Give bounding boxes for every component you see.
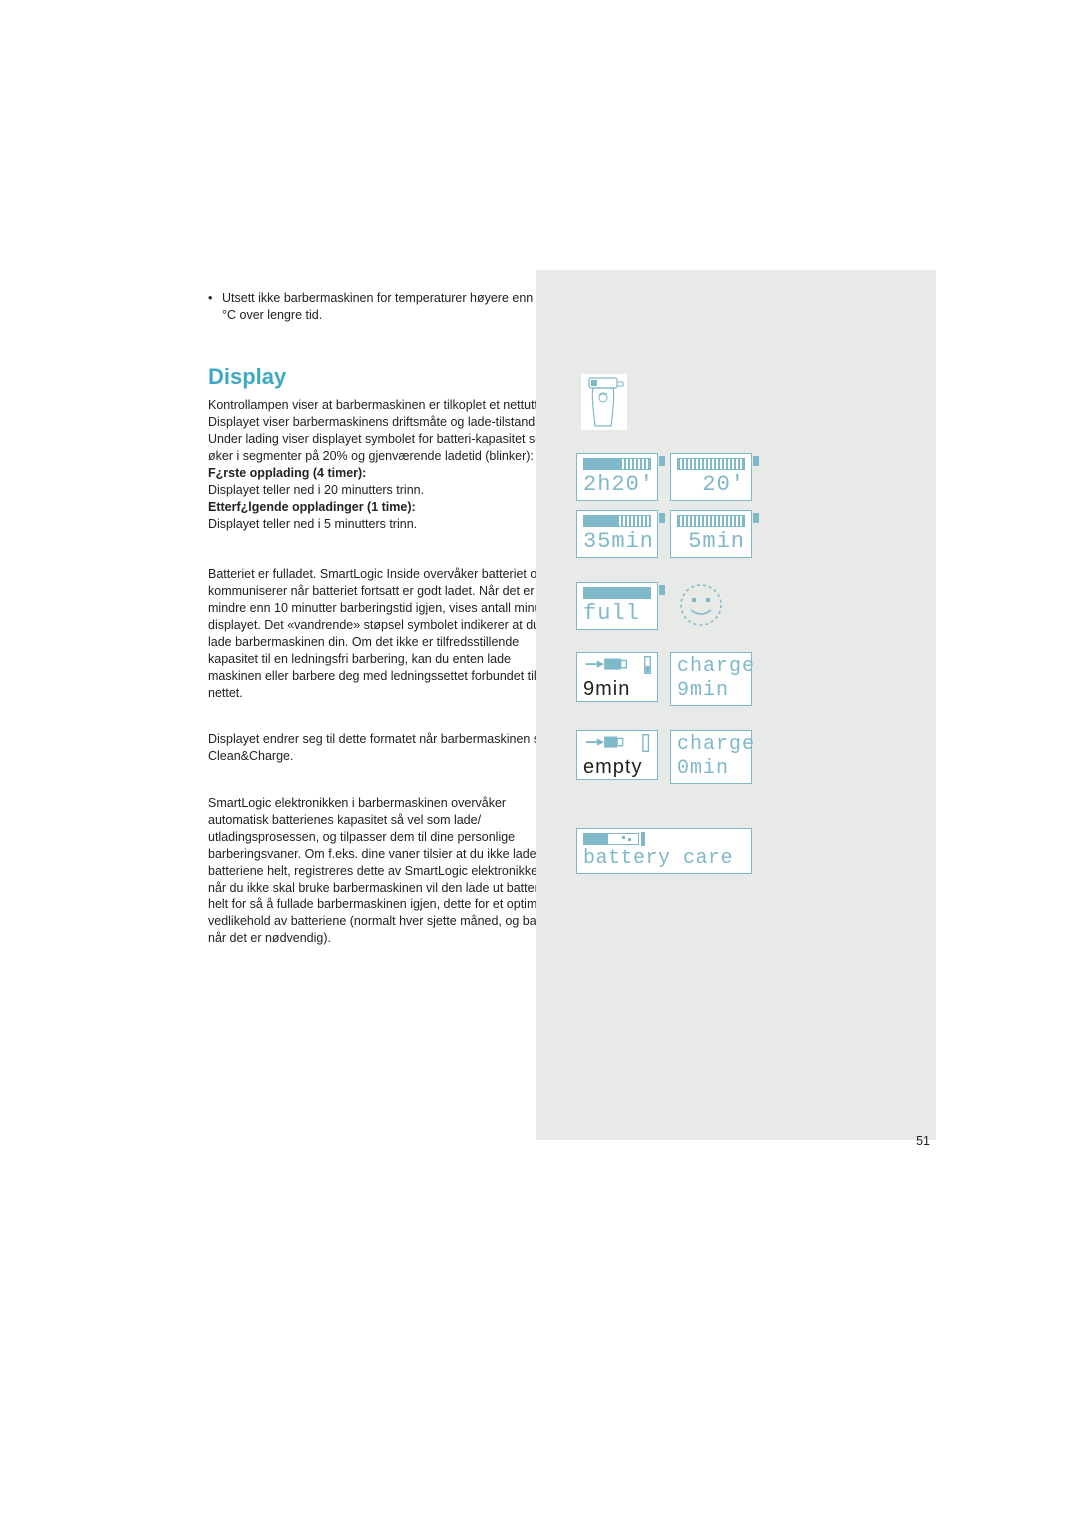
display-35min: 35min <box>576 510 658 558</box>
smartlogic-paragraph: SmartLogic elektronikken i barbermaskine… <box>208 795 566 947</box>
display-charge-0min: charge 0min <box>670 730 752 784</box>
sub1-body: Displayet teller ned i 20 minutters trin… <box>208 482 566 499</box>
display-text: battery care <box>577 847 751 873</box>
sub2-body: Displayet teller ned i 5 minutters trinn… <box>208 516 566 533</box>
illustration-panel: 2h20' 20' 35min 5min <box>536 270 936 1140</box>
shaver-icon <box>581 374 627 430</box>
display-text: 20' <box>671 472 751 500</box>
bullet-item: • Utsett ikke barbermaskinen for tempera… <box>208 290 566 324</box>
text-column: • Utsett ikke barbermaskinen for tempera… <box>208 290 566 947</box>
page: • Utsett ikke barbermaskinen for tempera… <box>0 0 1080 1528</box>
display-text: charge <box>671 731 751 759</box>
display-plug-9min: 9min <box>576 652 658 702</box>
display-text: 2h20' <box>577 472 657 500</box>
display-text: charge <box>671 653 751 681</box>
bullet-text: Utsett ikke barbermaskinen for temperatu… <box>222 290 566 324</box>
display-text: 9min <box>671 681 751 705</box>
display-full: full <box>576 582 658 630</box>
sub1-title: F¿rste opplading (4 timer): <box>208 465 566 482</box>
display-plug-empty: empty <box>576 730 658 780</box>
display-20: 20' <box>670 453 752 501</box>
display-text: full <box>577 601 657 629</box>
full-paragraph: Batteriet er fulladet. SmartLogic Inside… <box>208 566 566 701</box>
smiley-icon <box>676 580 726 630</box>
display-battery-care: battery care <box>576 828 752 874</box>
display-text: empty <box>577 755 657 781</box>
display-5min: 5min <box>670 510 752 558</box>
intro-paragraph: Kontrollampen viser at barbermaskinen er… <box>208 397 566 465</box>
display-text: 9min <box>577 677 657 703</box>
bullet-dot: • <box>208 290 222 324</box>
cleancharge-paragraph: Displayet endrer seg til dette formatet … <box>208 731 566 765</box>
display-text: 5min <box>671 529 751 557</box>
page-number: 51 <box>916 1134 930 1148</box>
display-charge-9min: charge 9min <box>670 652 752 706</box>
display-text: 35min <box>577 529 657 557</box>
sub2-title: Etterf¿lgende oppladinger (1 time): <box>208 499 566 516</box>
section-heading: Display <box>208 362 566 392</box>
display-2h20: 2h20' <box>576 453 658 501</box>
display-text: 0min <box>671 759 751 783</box>
